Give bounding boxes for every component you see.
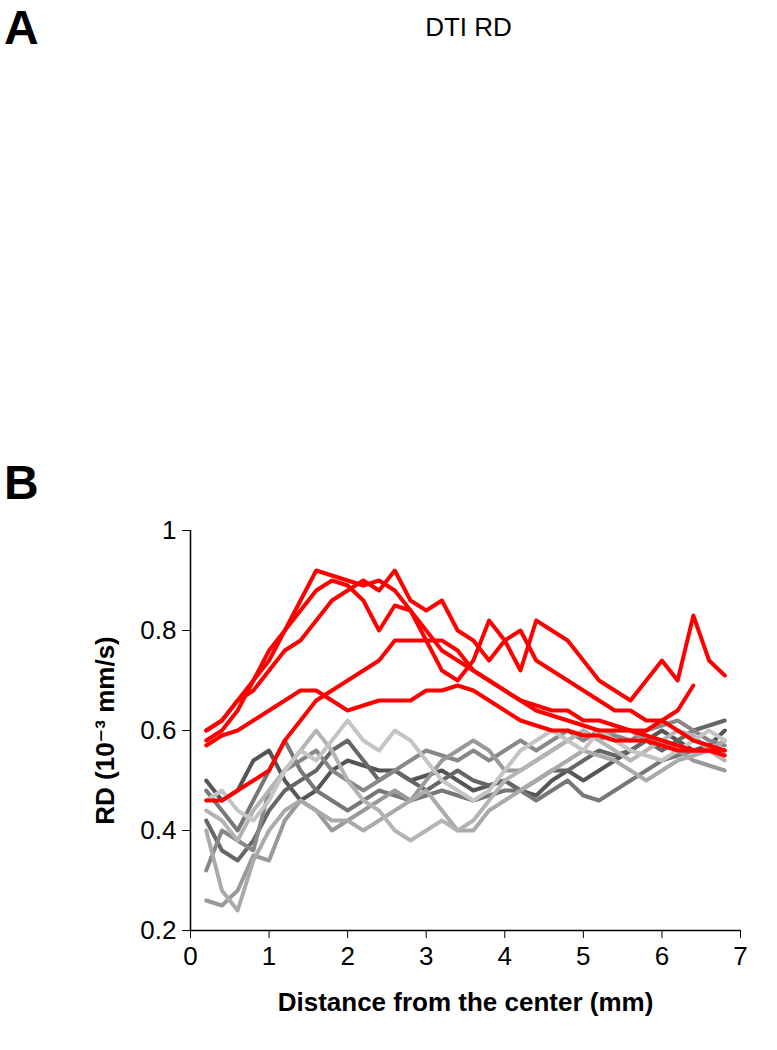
svg-text:Distance from the center (mm): Distance from the center (mm) bbox=[278, 987, 654, 1017]
svg-text:4: 4 bbox=[498, 941, 512, 971]
svg-text:3: 3 bbox=[419, 941, 433, 971]
svg-text:0.4: 0.4 bbox=[140, 815, 176, 845]
html-text:DTI RD: DTI RD bbox=[425, 12, 512, 42]
svg-text:0.2: 0.2 bbox=[140, 915, 176, 945]
html-text:A: A bbox=[4, 1, 39, 54]
svg-text:0.8: 0.8 bbox=[140, 615, 176, 645]
svg-text:5: 5 bbox=[576, 941, 590, 971]
svg-text:1: 1 bbox=[162, 515, 176, 545]
svg-text:1: 1 bbox=[262, 941, 276, 971]
svg-text:2: 2 bbox=[340, 941, 354, 971]
svg-text:RD (10⁻³ mm/s): RD (10⁻³ mm/s) bbox=[90, 636, 120, 825]
svg-text:7: 7 bbox=[733, 941, 747, 971]
svg-text:0.6: 0.6 bbox=[140, 715, 176, 745]
svg-text:6: 6 bbox=[655, 941, 669, 971]
html-text:B: B bbox=[4, 456, 39, 509]
svg-text:0: 0 bbox=[183, 941, 197, 971]
